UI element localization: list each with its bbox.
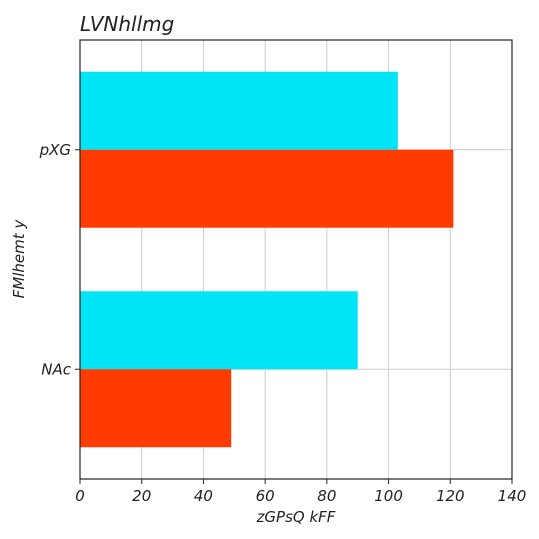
x-tick-label: 140	[498, 487, 527, 505]
bar-nac-series-2	[80, 369, 232, 448]
y-tick-label: NAc	[41, 360, 71, 378]
chart-title: LVNhllmg	[80, 12, 174, 36]
x-tick-label: 20	[132, 487, 151, 505]
x-axis-ticks: 0 20 40 60 80 100 120 140	[75, 479, 526, 505]
x-tick-label: 100	[374, 487, 403, 505]
x-tick-label: 60	[256, 487, 275, 505]
y-axis-label: FMlhemt y	[10, 219, 28, 299]
x-axis-label: zGPsQ kFF	[256, 508, 336, 526]
x-tick-label: 80	[317, 487, 336, 505]
bar-pxg-series-2	[80, 149, 454, 228]
x-tick-label: 0	[75, 487, 85, 505]
bar-nac-series-1	[80, 291, 358, 370]
y-axis-ticks: pXG NAc	[39, 141, 80, 378]
plot-frame	[79, 39, 513, 480]
y-tick-label: pXG	[39, 141, 71, 159]
bars	[80, 71, 454, 448]
x-tick-label: 40	[194, 487, 213, 505]
x-tick-label: 120	[436, 487, 465, 505]
bar-pxg-series-1	[80, 71, 398, 150]
